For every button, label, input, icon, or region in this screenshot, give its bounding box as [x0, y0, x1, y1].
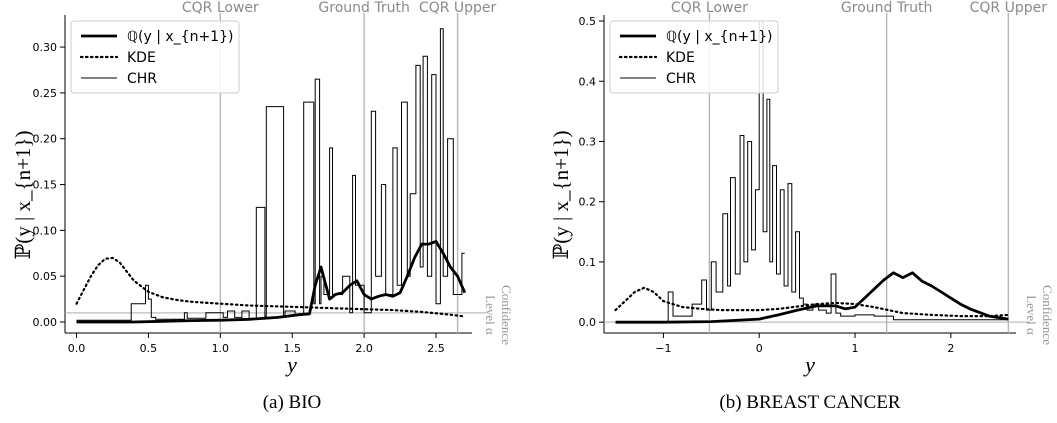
series-kde: [75, 256, 466, 318]
series-chr: [76, 28, 465, 321]
y-tick-label: 0.20: [33, 133, 58, 146]
y-tick-label: 0.10: [33, 224, 58, 237]
panel-breast-cancer-ylabel: ℙ(y | x_{n+1}): [549, 131, 573, 260]
panel-breast-cancer-legend: ℚ(y | x_{n+1}) KDE CHR: [609, 20, 779, 94]
y-tick-label: 0.30: [33, 41, 58, 54]
panel-breast-cancer-confidence-label: Confidence: [1040, 285, 1055, 345]
legend-label: KDE: [127, 50, 156, 66]
reference-label-cqr-lower: CQR Lower: [671, 0, 748, 16]
reference-label-cqr-upper: CQR Upper: [970, 0, 1048, 16]
legend-label: KDE: [666, 50, 695, 66]
legend-label: ℚ(y | x_{n+1}): [127, 29, 233, 45]
panel-breast-cancer-reference-lines: CQR Lower Ground Truth CQR Upper: [671, 0, 1047, 333]
series-q: [76, 239, 467, 324]
panel-breast-cancer-xlabel: y: [803, 352, 815, 377]
panel-bio-confidence-label-2: Level α: [483, 295, 498, 335]
legend-label: CHR: [666, 71, 696, 87]
y-tick-label: 0.15: [33, 179, 58, 192]
reference-label-cqr-upper: CQR Upper: [419, 0, 497, 16]
x-tick-label: 2.5: [427, 342, 445, 355]
panel-breast-cancer-confidence-label-2: Level α: [1024, 295, 1039, 335]
x-tick-label: 1.0: [212, 342, 230, 355]
x-tick-label: 2: [947, 342, 954, 355]
series-q: [615, 271, 1009, 324]
y-tick-label: 0.25: [33, 87, 58, 100]
reference-label-cqr-lower: CQR Lower: [182, 0, 259, 16]
x-tick-label: −1: [655, 342, 671, 355]
panel-bio: CQR Lower Ground Truth CQR Upper 0.0 0.5 1.0…: [11, 0, 514, 413]
x-tick-label: 0.0: [68, 342, 86, 355]
y-tick-label: 0.2: [579, 196, 597, 209]
legend-label: CHR: [127, 71, 157, 87]
panel-breast-cancer-ticks: −1 0 1 2 0.0 0.1 0.2 0.3 0.4 0.5: [579, 15, 955, 355]
x-tick-label: 1: [852, 342, 859, 355]
y-tick-label: 0.05: [33, 270, 58, 283]
reference-label-ground-truth: Ground Truth: [318, 0, 409, 16]
panel-bio-ticks: 0.0 0.5 1.0 1.5 2.0 2.5 0.00 0.05 0.10 0.15 0.20 0.…: [33, 41, 445, 355]
y-tick-label: 0.3: [579, 135, 597, 148]
series-chr: [663, 20, 1009, 323]
panel-bio-xlabel: y: [285, 352, 297, 377]
panel-bio-curves: [75, 28, 467, 324]
y-tick-label: 0.1: [579, 256, 597, 269]
legend-box: [609, 20, 779, 94]
panel-breast-cancer-caption: (b) BREAST CANCER: [719, 392, 901, 413]
y-tick-label: 0.0: [579, 316, 597, 329]
legend-label: ℚ(y | x_{n+1}): [666, 29, 772, 45]
panel-bio-legend: ℚ(y | x_{n+1}) KDE CHR: [70, 20, 240, 94]
panel-bio-ylabel: ℙ(y | x_{n+1}): [11, 131, 35, 260]
reference-label-ground-truth: Ground Truth: [841, 0, 932, 16]
y-tick-label: 0.00: [33, 316, 58, 329]
panel-bio-caption: (a) BIO: [263, 392, 322, 413]
y-tick-label: 0.4: [579, 75, 597, 88]
legend-box: [70, 20, 240, 94]
panel-bio-confidence-label: Confidence: [499, 285, 514, 345]
y-tick-label: 0.5: [579, 15, 597, 28]
panel-bio-axes: [64, 15, 486, 334]
x-tick-label: 1.5: [283, 342, 301, 355]
series-kde: [614, 286, 1010, 318]
x-tick-label: 0: [756, 342, 763, 355]
x-tick-label: 0.5: [140, 342, 158, 355]
x-tick-label: 2.0: [355, 342, 373, 355]
panel-breast-cancer-curves: [614, 20, 1010, 324]
panel-breast-cancer: CQR Lower Ground Truth CQR Upper −1 0 1 2 0.0 0…: [549, 0, 1055, 413]
